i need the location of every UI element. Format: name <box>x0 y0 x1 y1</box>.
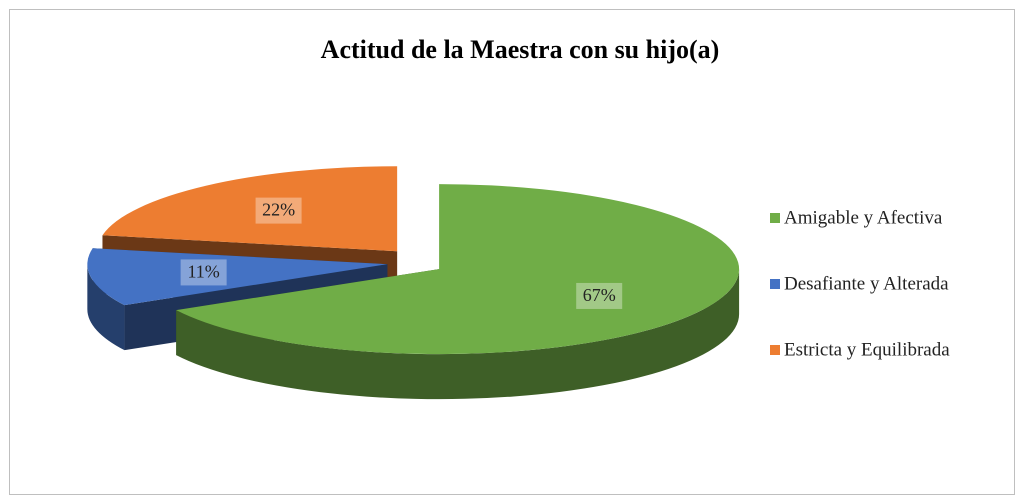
legend-swatch <box>770 279 780 289</box>
legend-label: Desafiante y Alterada <box>784 273 949 294</box>
slice-wall <box>87 264 125 351</box>
slice-top <box>87 248 388 306</box>
data-label-bg <box>255 197 302 224</box>
slice-top <box>102 166 398 252</box>
data-label-bg <box>576 282 623 309</box>
legend-swatch <box>770 213 780 223</box>
legend-label: Amigable y Afectiva <box>784 207 943 228</box>
slice-top <box>176 184 740 355</box>
data-label: 22% <box>262 200 295 220</box>
legend-swatch <box>770 345 780 355</box>
slice-wall <box>176 269 740 400</box>
slice <box>176 184 740 400</box>
data-label-bg <box>180 259 227 286</box>
legend-label: Estricta y Equilibrada <box>784 339 950 360</box>
chart-title: Actitud de la Maestra con su hijo(a) <box>321 35 720 64</box>
data-label: 11% <box>187 262 219 282</box>
data-label: 67% <box>583 285 616 305</box>
